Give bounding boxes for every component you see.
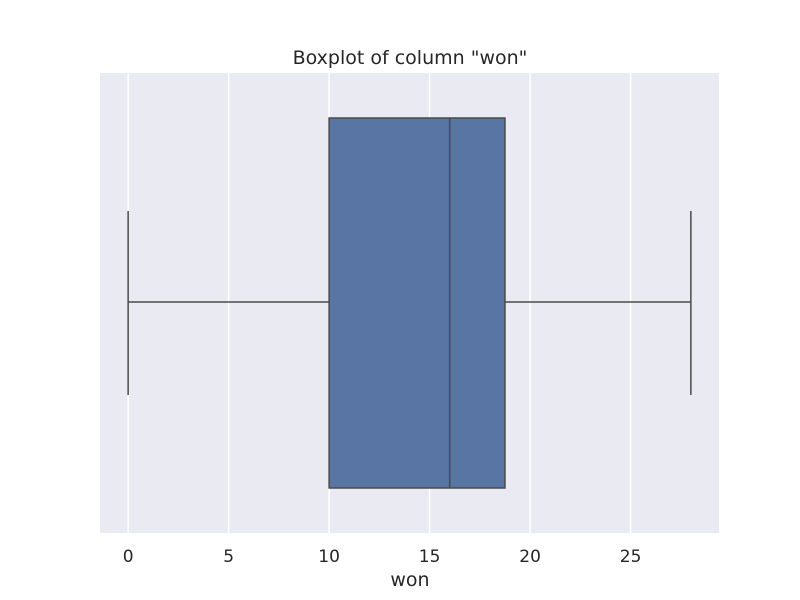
x-axis-label: won [390,569,429,591]
x-tick-label: 20 [519,547,541,567]
iqr-box [328,117,506,489]
box-layer [127,117,692,489]
x-tick-label: 0 [123,547,134,567]
x-tick-label: 5 [223,547,234,567]
chart-title: Boxplot of column "won" [293,47,528,69]
x-tick-label: 10 [318,547,340,567]
x-tick-label: 25 [620,547,642,567]
x-tick-label: 15 [419,547,441,567]
x-tick-labels: 0 5 10 15 20 25 [123,547,642,567]
